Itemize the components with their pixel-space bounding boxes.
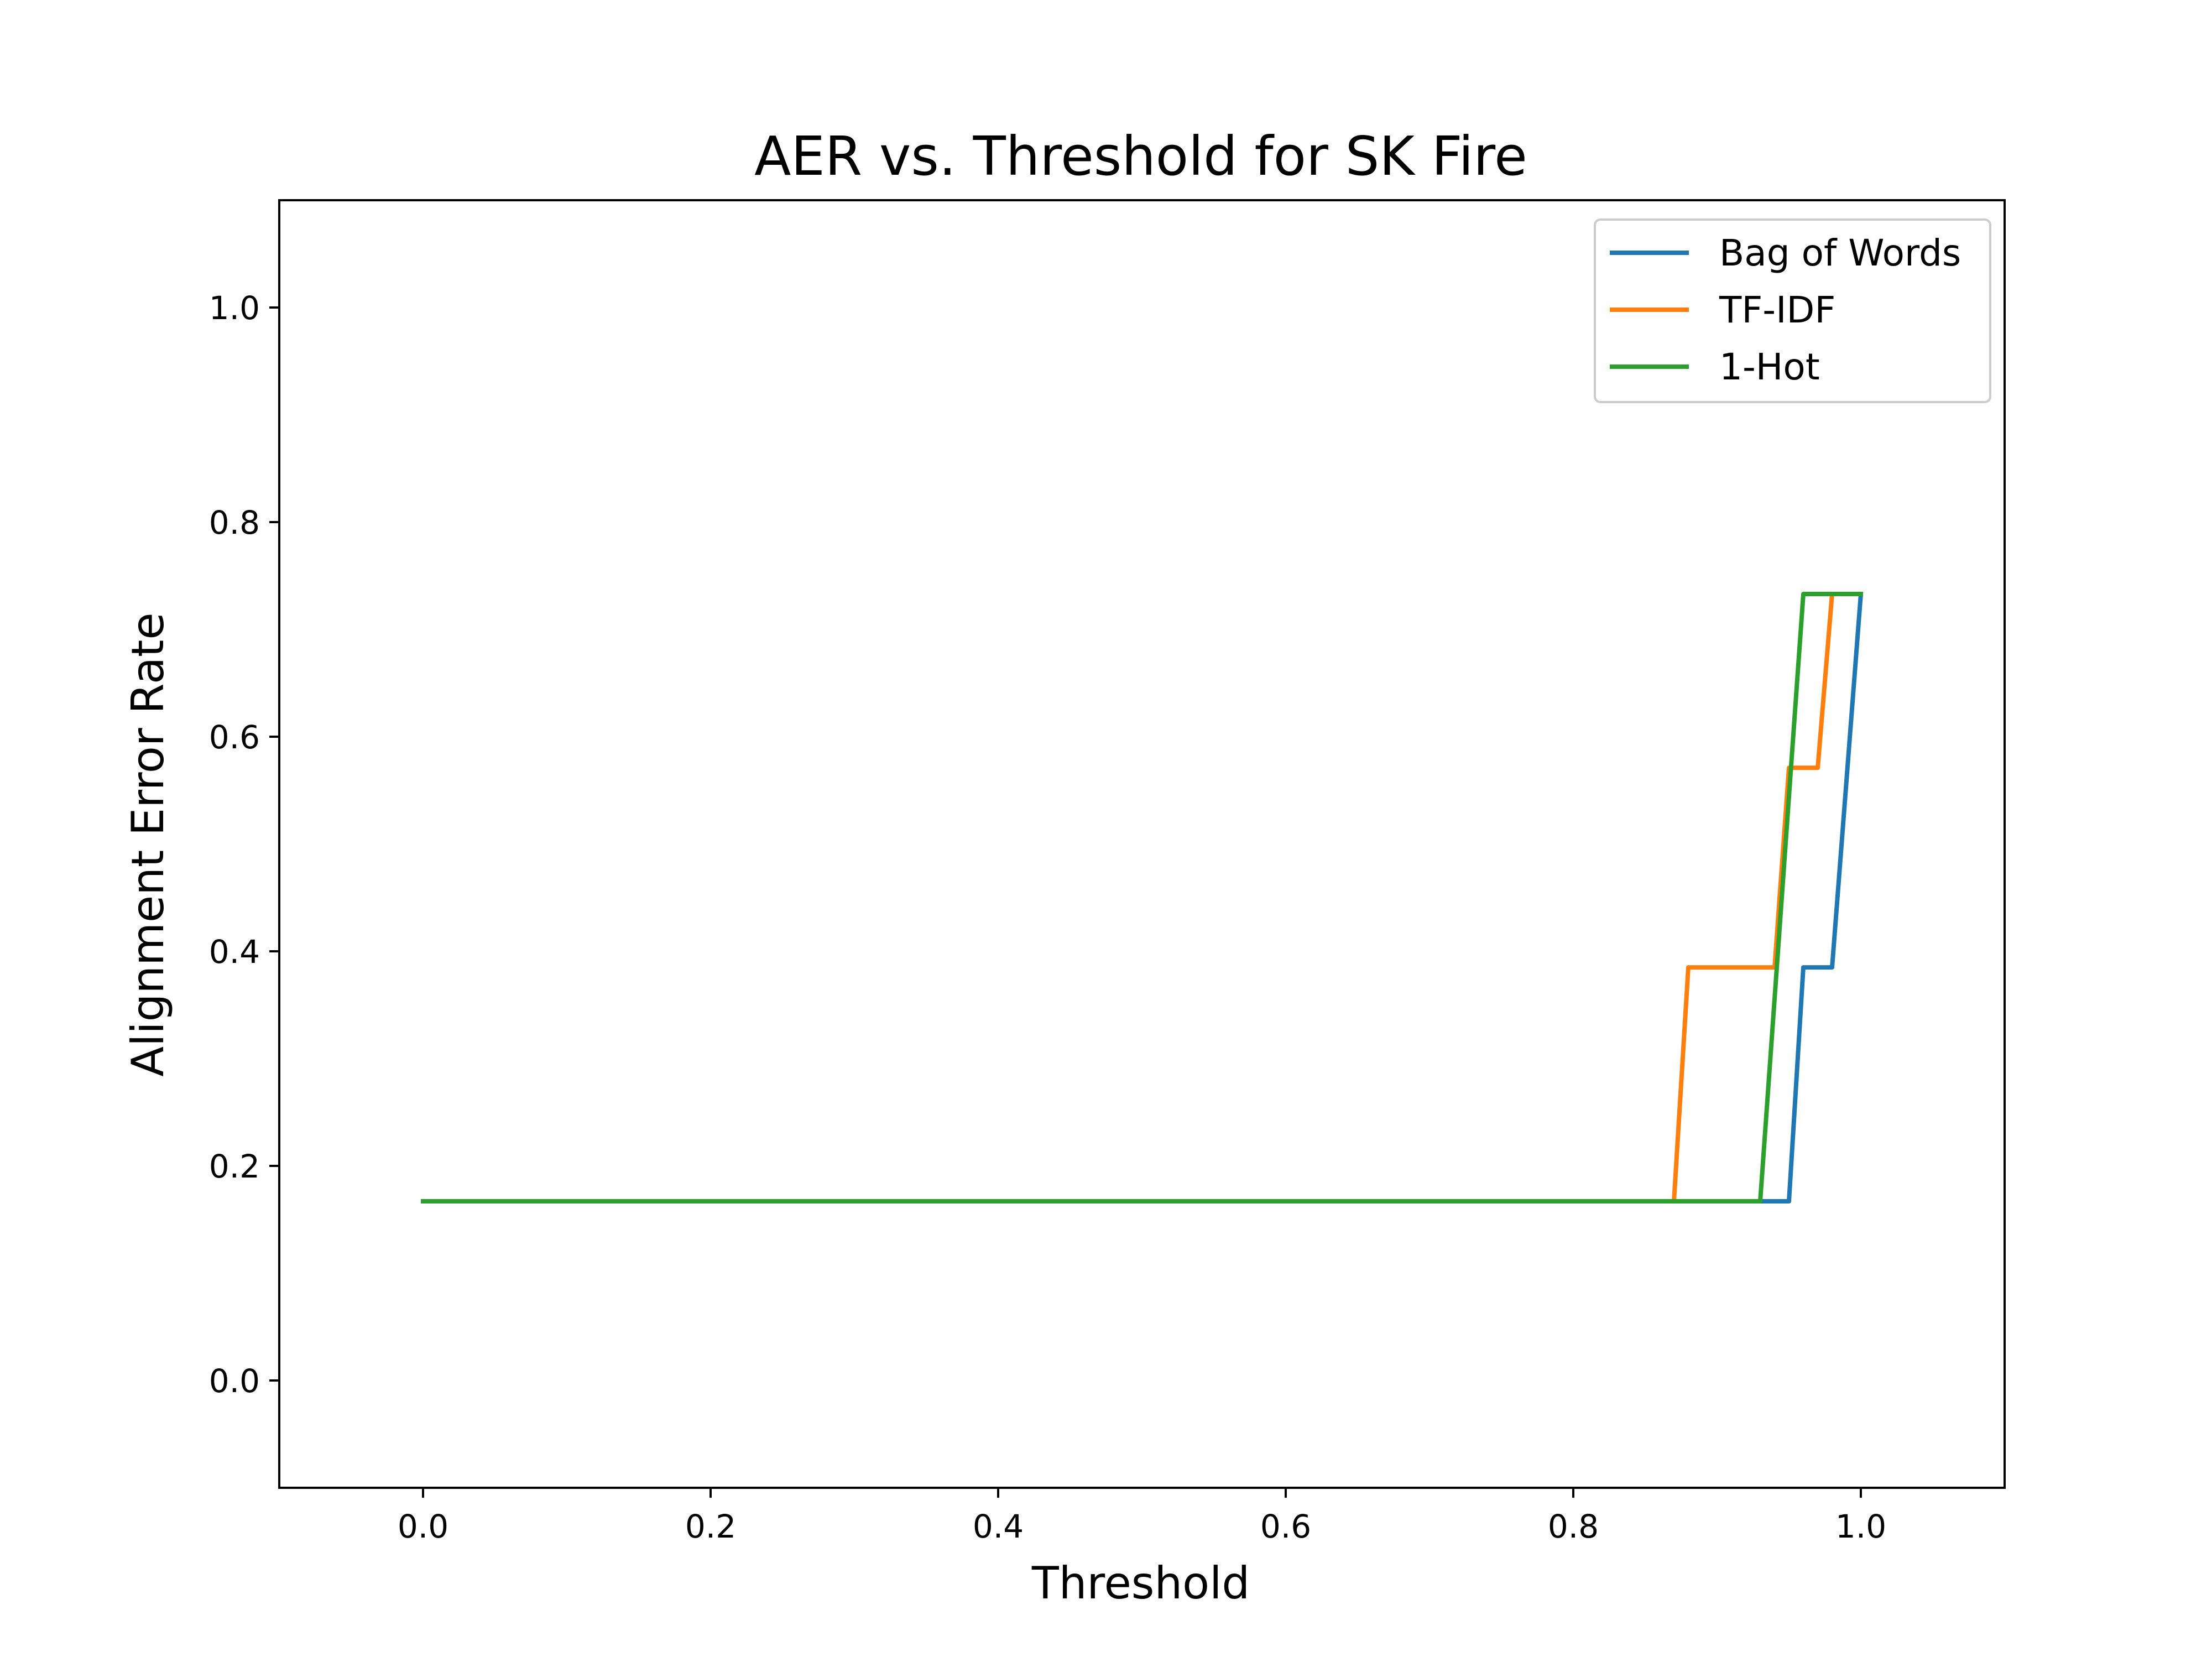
legend: Bag of Words TF-IDF 1-Hot	[1594, 218, 1991, 403]
x-tick-label: 0.8	[1548, 1508, 1599, 1545]
y-tick-label: 0.4	[209, 933, 260, 971]
legend-box	[1594, 218, 1991, 403]
y-tick-label: 0.2	[209, 1148, 260, 1185]
y-axis-ticks: 0.0 0.2 0.4 0.6 0.8 1.0	[209, 289, 279, 1400]
plot-area	[278, 199, 2006, 1489]
y-tick-label: 1.0	[209, 289, 260, 327]
legend-label-0: Bag of Words	[1719, 232, 1961, 274]
y-axis-label: Alignment Error Rate	[122, 612, 174, 1076]
x-tick-label: 0.6	[1260, 1508, 1311, 1545]
x-axis-label: Threshold	[1031, 1557, 1250, 1609]
y-tick-label: 0.0	[209, 1362, 260, 1400]
series-line-2	[421, 592, 1863, 1203]
x-tick-label: 0.2	[685, 1508, 736, 1545]
x-tick-label: 0.4	[973, 1508, 1024, 1545]
x-tick-label: 1.0	[1835, 1508, 1886, 1545]
y-tick-label: 0.6	[209, 718, 260, 756]
y-tick-label: 0.8	[209, 504, 260, 541]
legend-label-2: 1-Hot	[1719, 346, 1820, 388]
chart-title: AER vs. Threshold for SK Fire	[754, 125, 1527, 187]
x-tick-label: 0.0	[398, 1508, 448, 1545]
legend-label-1: TF-IDF	[1719, 289, 1835, 331]
x-axis-ticks: 0.0 0.2 0.4 0.6 0.8 1.0	[398, 1488, 1886, 1545]
axes-frame	[278, 199, 2006, 1489]
